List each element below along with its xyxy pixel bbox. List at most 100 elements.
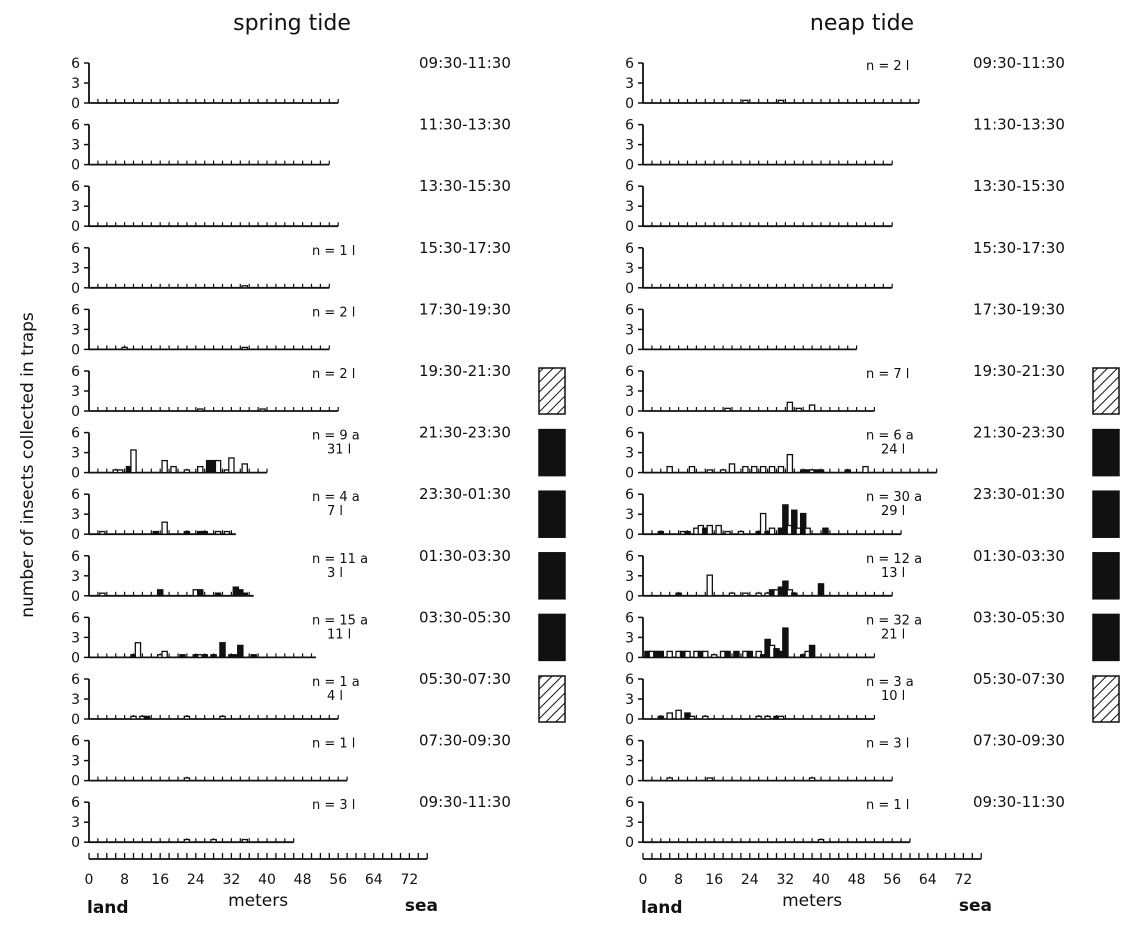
time-label: 07:30-09:30	[973, 732, 1065, 750]
bar-l	[259, 408, 266, 412]
bar-l	[777, 715, 785, 720]
row-11: 6 3 0 07:30-09:30 n = 3 l	[625, 732, 1065, 790]
bar-l	[764, 715, 771, 720]
y-tick-label: 0	[71, 219, 80, 235]
bar-l	[777, 465, 785, 474]
bar-l	[241, 346, 248, 351]
bar-a	[791, 592, 798, 597]
bar-a	[179, 654, 186, 659]
bar-l	[702, 715, 709, 720]
y-tick-label: 0	[625, 650, 634, 666]
bar-a	[822, 527, 829, 535]
n-label: n = 2 l	[866, 59, 909, 74]
bar-l	[223, 530, 231, 535]
y-tick-label: 3	[71, 507, 80, 523]
bar-l	[768, 527, 776, 535]
bar-a	[782, 504, 789, 535]
row-10: 6 3 0 05:30-07:30 n = 3 a10 l	[625, 670, 1120, 728]
y-tick-label: 6	[625, 364, 634, 380]
row-3: 6 3 0 15:30-17:30 n = 1 l	[71, 239, 511, 297]
bar-l	[196, 408, 204, 412]
bar-a	[657, 650, 665, 659]
y-tick-label: 0	[71, 404, 80, 420]
meters-axis: 0 8 16 24 32 40 48 56 64 72 land meters sea	[639, 853, 992, 918]
bar-l	[666, 777, 673, 782]
panel-neap-tide: neap tide 6 3 0 09:30-11:30 n = 2 l 6 3 0 11:30-1…	[625, 11, 1120, 918]
n-label: n = 1 a	[312, 675, 360, 690]
bar-l	[804, 527, 811, 535]
row-9: 6 3 0 03:30-05:30 n = 32 a21 l	[625, 608, 1120, 666]
time-label: 19:30-21:30	[973, 362, 1065, 380]
meters-tick-label: 72	[400, 872, 418, 888]
y-tick-label: 0	[71, 527, 80, 543]
time-label: 15:30-17:30	[419, 239, 511, 257]
time-label: 03:30-05:30	[419, 608, 511, 626]
row-6: 6 3 0 21:30-23:30 n = 9 a31 l	[71, 424, 566, 482]
y-tick-label: 3	[625, 507, 634, 523]
n-label: n = 30 a	[866, 490, 922, 505]
meters-tick-label: 40	[258, 872, 276, 888]
y-tick-label: 3	[625, 322, 634, 338]
y-tick-label: 6	[625, 734, 634, 750]
y-tick-label: 6	[71, 487, 80, 503]
time-label: 09:30-11:30	[419, 793, 511, 811]
y-tick-label: 6	[625, 549, 634, 565]
row-2: 6 3 0 13:30-15:30	[625, 177, 1065, 235]
bar-l	[742, 592, 749, 597]
y-tick-label: 3	[71, 569, 80, 585]
bar-a	[684, 530, 691, 535]
y-tick-label: 6	[71, 56, 80, 72]
bar-a	[746, 650, 754, 659]
bar-l	[728, 463, 736, 474]
bar-l	[706, 777, 714, 782]
light-indicator-dark	[538, 490, 566, 538]
meters-tick-label: 48	[294, 872, 312, 888]
y-tick-label: 3	[71, 322, 80, 338]
row-8: 6 3 0 01:30-03:30 n = 12 a13 l	[625, 547, 1120, 605]
land-label: land	[87, 898, 129, 918]
meters-axis: 0 8 16 24 32 40 48 56 64 72 land meters sea	[85, 853, 438, 918]
n-label: n = 1 l	[312, 737, 355, 752]
n-label: n = 11 a	[312, 552, 368, 567]
bar-l	[759, 465, 767, 474]
bar-a	[657, 715, 665, 720]
bar-l	[751, 465, 758, 474]
bar-l	[715, 524, 722, 535]
y-tick-label: 3	[71, 630, 80, 646]
bar-l	[719, 469, 727, 474]
bar-l	[121, 346, 128, 351]
bar-l	[862, 465, 869, 474]
n-label-secondary: 10 l	[881, 689, 905, 704]
y-tick-label: 3	[71, 446, 80, 462]
n-label-secondary: 24 l	[881, 443, 905, 458]
row-6: 6 3 0 21:30-23:30 n = 6 a24 l	[625, 424, 1120, 482]
bar-l	[688, 465, 696, 474]
y-tick-label: 6	[71, 118, 80, 134]
bar-l	[808, 404, 816, 412]
bar-a	[724, 650, 731, 659]
time-label: 19:30-21:30	[419, 362, 511, 380]
y-tick-label: 3	[625, 630, 634, 646]
bar-l	[755, 715, 762, 720]
bar-l	[724, 407, 731, 412]
meters-tick-label: 64	[365, 872, 383, 888]
panel-title: spring tide	[233, 11, 351, 36]
bar-l	[170, 465, 177, 474]
bar-l	[817, 838, 825, 843]
bar-l	[130, 715, 137, 720]
bar-l	[228, 457, 235, 474]
bar-a	[657, 530, 665, 535]
time-label: 21:30-23:30	[973, 424, 1065, 442]
y-tick-label: 0	[71, 342, 80, 358]
y-tick-label: 3	[71, 692, 80, 708]
bar-a	[799, 512, 807, 535]
n-label: n = 7 l	[866, 367, 909, 382]
bar-a	[152, 530, 159, 535]
bar-l	[116, 469, 124, 474]
bar-a	[201, 654, 208, 659]
y-tick-label: 3	[71, 76, 80, 92]
y-tick-label: 6	[71, 795, 80, 811]
bar-a	[791, 509, 798, 535]
bar-a	[241, 592, 248, 597]
panel-title: neap tide	[810, 11, 914, 36]
